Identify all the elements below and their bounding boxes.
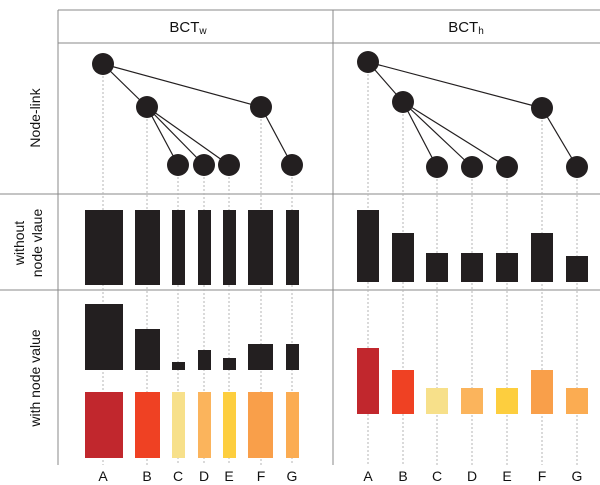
block-f — [531, 233, 553, 282]
block-f — [531, 370, 553, 414]
node-b — [136, 96, 158, 118]
edge-root-f — [102, 63, 262, 108]
block-g — [566, 256, 588, 282]
edge-root-f — [367, 61, 543, 109]
node-c — [167, 154, 189, 176]
row-label-without-line1: without — [11, 221, 27, 266]
block-c — [426, 253, 448, 282]
block-d — [461, 253, 483, 282]
block-e — [223, 358, 236, 370]
block-e — [223, 210, 236, 285]
blocks-right-with-color — [357, 348, 588, 414]
block-b — [135, 210, 160, 285]
node-root — [92, 53, 114, 75]
node-g — [281, 154, 303, 176]
block-a — [85, 304, 123, 370]
grid — [0, 9, 600, 465]
block-g — [286, 344, 299, 370]
edge-b-c — [402, 101, 438, 168]
block-g — [286, 210, 299, 285]
leaf-label-b: B — [398, 468, 407, 484]
node-d — [461, 156, 483, 178]
edge-b-d — [402, 101, 473, 168]
node-root — [357, 51, 379, 73]
block-f — [248, 210, 273, 285]
row-label-without-line2: node vlaue — [29, 209, 45, 278]
block-a — [357, 210, 379, 282]
block-d — [198, 350, 211, 370]
edge-f-g — [541, 107, 578, 168]
block-d — [198, 210, 211, 285]
block-f — [248, 392, 273, 458]
node-d — [193, 154, 215, 176]
block-d — [461, 388, 483, 414]
node-f — [250, 96, 272, 118]
block-b — [392, 370, 414, 414]
row-label-with-node-value: with node value — [27, 329, 43, 428]
leaf-label-e: E — [224, 468, 233, 484]
header-bct-h: BCTh — [448, 19, 484, 37]
node-c — [426, 156, 448, 178]
node-f — [531, 97, 553, 119]
block-a — [85, 210, 123, 285]
leaf-label-f: F — [538, 468, 547, 484]
blocks-left-with-black — [85, 304, 299, 370]
header-bct-w: BCTw — [169, 19, 207, 37]
block-e — [223, 392, 236, 458]
leaf-label-c: C — [173, 468, 183, 484]
leaf-label-c: C — [432, 468, 442, 484]
row-label-node-link: Node-link — [27, 87, 43, 147]
leaf-label-g: G — [287, 468, 298, 484]
block-e — [496, 253, 518, 282]
block-e — [496, 388, 518, 414]
tree-left-nodes — [92, 53, 303, 176]
block-b — [135, 392, 160, 458]
block-c — [172, 210, 185, 285]
edge-b-e — [402, 101, 508, 168]
block-g — [566, 388, 588, 414]
block-b — [392, 233, 414, 282]
blocks-right-without — [357, 210, 588, 282]
block-c — [426, 388, 448, 414]
blocks-left-without — [85, 210, 299, 285]
node-g — [566, 156, 588, 178]
tree-right — [357, 51, 588, 178]
leaf-labels-left: A B C D E F G — [98, 468, 297, 484]
node-e — [496, 156, 518, 178]
block-f — [248, 344, 273, 370]
block-b — [135, 329, 160, 370]
leaf-label-a: A — [363, 468, 373, 484]
blocks-left-with-color — [85, 392, 299, 458]
block-c — [172, 392, 185, 458]
leaf-label-e: E — [502, 468, 511, 484]
leaf-labels-right: A B C D E F G — [363, 468, 582, 484]
leaf-label-g: G — [572, 468, 583, 484]
edge-b-d — [146, 106, 205, 166]
leaf-label-f: F — [257, 468, 266, 484]
leaf-label-d: D — [467, 468, 477, 484]
block-g — [286, 392, 299, 458]
leaf-label-d: D — [199, 468, 209, 484]
node-e — [218, 154, 240, 176]
block-a — [357, 348, 379, 414]
tree-left — [92, 53, 303, 176]
node-b — [392, 91, 414, 113]
block-c — [172, 362, 185, 370]
leaf-label-a: A — [98, 468, 108, 484]
leaf-label-b: B — [142, 468, 151, 484]
edge-b-e — [146, 106, 230, 166]
tree-right-nodes — [357, 51, 588, 178]
block-a — [85, 392, 123, 458]
block-d — [198, 392, 211, 458]
